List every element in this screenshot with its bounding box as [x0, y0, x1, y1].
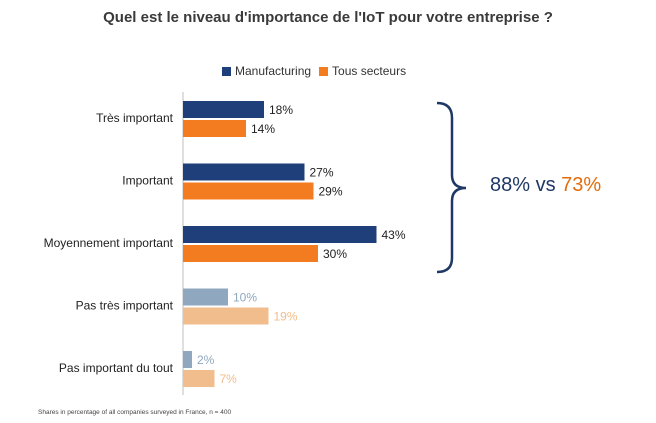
category-label-important: Important — [122, 174, 173, 188]
value-label-tous-secteurs-pas-important-du-tout: 7% — [220, 372, 238, 386]
bar-manufacturing-pas-tres-important — [183, 288, 228, 306]
category-label-tres-important: Très important — [96, 111, 174, 125]
value-label-manufacturing-moyennement-important: 43% — [382, 228, 406, 242]
footnote: Shares in percentage of all companies su… — [38, 409, 232, 416]
summary-comparison: 88% vs 73% — [490, 174, 601, 197]
summary-manufacturing: 88% — [490, 174, 531, 196]
bar-tous-secteurs-pas-important-du-tout — [183, 370, 215, 387]
bar-manufacturing-pas-important-du-tout — [183, 351, 192, 368]
bar-tous-secteurs-important — [183, 182, 314, 200]
value-label-tous-secteurs-pas-tres-important: 19% — [274, 310, 298, 324]
chart-title: Quel est le niveau d'importance de l'IoT… — [103, 9, 553, 26]
value-label-tous-secteurs-important: 29% — [319, 185, 343, 199]
legend-swatch-manufacturing — [222, 66, 231, 76]
value-label-tous-secteurs-tres-important: 14% — [251, 122, 275, 136]
category-label-moyennement-important: Moyennement important — [44, 236, 174, 250]
legend-label-manufacturing: Manufacturing — [235, 64, 312, 78]
value-label-manufacturing-pas-tres-important: 10% — [233, 291, 257, 305]
legend: Manufacturing Tous secteurs — [222, 64, 414, 78]
bar-manufacturing-important — [183, 163, 305, 181]
bar-manufacturing-tres-important — [183, 101, 264, 118]
summary-all-sectors: 73% — [561, 174, 602, 196]
legend-item-tous-secteurs: Tous secteurs — [319, 64, 406, 78]
legend-item-manufacturing: Manufacturing — [222, 64, 311, 78]
value-label-manufacturing-tres-important: 18% — [269, 103, 293, 117]
legend-swatch-tous-secteurs — [319, 66, 329, 76]
value-label-tous-secteurs-moyennement-important: 30% — [323, 247, 347, 261]
value-label-manufacturing-pas-important-du-tout: 2% — [197, 353, 215, 367]
bar-manufacturing-moyennement-important — [183, 226, 377, 243]
category-label-pas-important-du-tout: Pas important du tout — [59, 361, 174, 375]
highlight-bracket — [436, 101, 467, 274]
bar-tous-secteurs-pas-tres-important — [183, 307, 269, 325]
bar-tous-secteurs-tres-important — [183, 120, 246, 137]
legend-label-tous-secteurs: Tous secteurs — [332, 64, 407, 78]
category-label-pas-tres-important: Pas très important — [76, 299, 174, 313]
summary-separator: vs — [530, 174, 562, 196]
bar-tous-secteurs-moyennement-important — [183, 245, 318, 262]
value-label-manufacturing-important: 27% — [310, 166, 334, 180]
